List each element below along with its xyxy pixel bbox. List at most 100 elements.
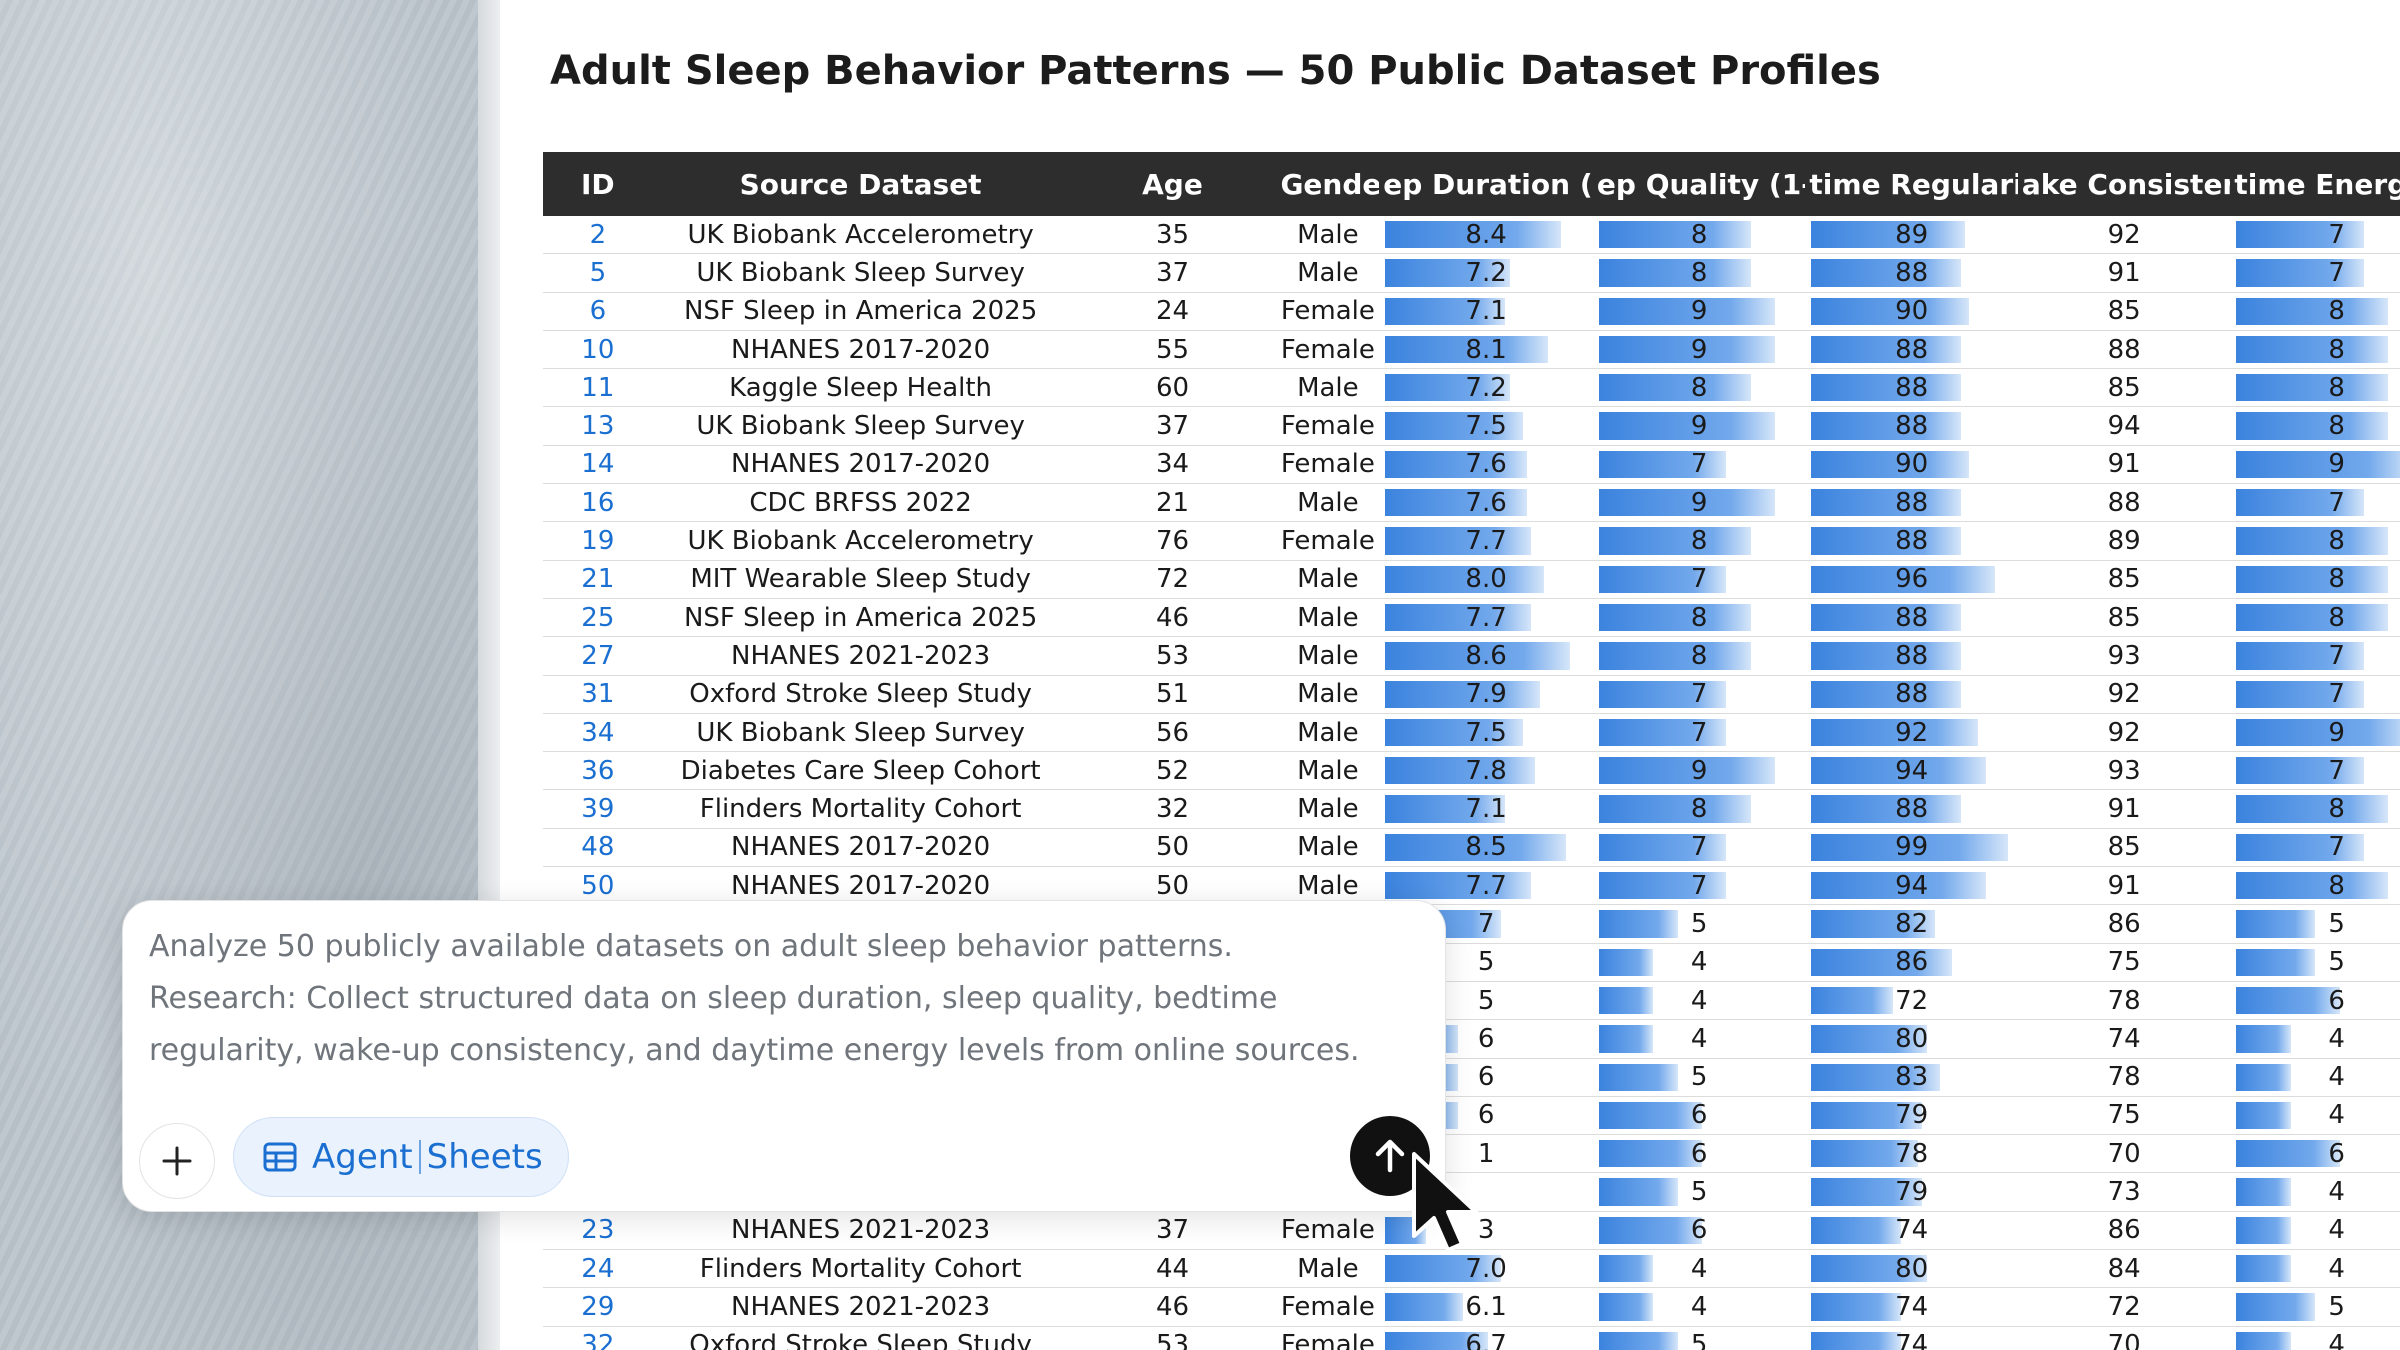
cell-source[interactable]: Flinders Mortality Cohort [652, 789, 1069, 829]
cell-regularity[interactable]: 79 [1805, 1096, 2018, 1136]
cell-regularity[interactable]: 79 [1805, 1172, 2018, 1212]
cell-quality[interactable]: 5 [1592, 1172, 1806, 1212]
cell-source[interactable]: UK Biobank Accelerometry [652, 216, 1069, 255]
cell-duration[interactable]: 7.2 [1379, 368, 1593, 408]
cell-source[interactable]: UK Biobank Sleep Survey [652, 253, 1069, 293]
cell-source[interactable]: UK Biobank Accelerometry [652, 521, 1069, 561]
cell-quality[interactable]: 8 [1592, 789, 1806, 829]
cell-energy[interactable]: 4 [2230, 1211, 2400, 1251]
cell-quality[interactable]: 8 [1592, 368, 1806, 408]
cell-gender[interactable]: Female [1276, 1326, 1380, 1350]
cell-regularity[interactable]: 88 [1805, 636, 2018, 676]
cell-age[interactable]: 46 [1068, 1287, 1277, 1327]
cell-consistency[interactable]: 93 [2017, 751, 2231, 791]
cell-consistency[interactable]: 91 [2017, 253, 2231, 293]
cell-energy[interactable]: 7 [2230, 828, 2400, 868]
cell-consistency[interactable]: 92 [2017, 216, 2231, 255]
table-row[interactable]: 2 UK Biobank Accelerometry 35 Male 8.4 8 89 92 7 [543, 216, 2400, 255]
cell-quality[interactable]: 8 [1592, 598, 1806, 638]
cell-duration[interactable]: 7.9 [1379, 675, 1593, 714]
cell-duration[interactable]: 7.7 [1379, 521, 1593, 561]
column-header-id[interactable]: ID [543, 152, 653, 216]
cell-energy[interactable]: 8 [2230, 866, 2400, 906]
cell-quality[interactable]: 9 [1592, 406, 1806, 446]
cell-id[interactable]: 6 [543, 292, 653, 331]
cell-quality[interactable]: 9 [1592, 292, 1806, 331]
cell-regularity[interactable]: 94 [1805, 866, 2018, 906]
cell-consistency[interactable]: 88 [2017, 330, 2231, 370]
cell-consistency[interactable]: 75 [2017, 943, 2231, 982]
cell-age[interactable]: 56 [1068, 713, 1277, 753]
cell-quality[interactable]: 4 [1592, 1287, 1806, 1327]
cell-source[interactable]: NHANES 2017-2020 [652, 828, 1069, 868]
cell-energy[interactable]: 8 [2230, 521, 2400, 561]
column-header-gender[interactable]: Gender [1276, 152, 1380, 216]
cell-consistency[interactable]: 85 [2017, 368, 2231, 408]
cell-regularity[interactable]: 90 [1805, 445, 2018, 485]
cell-quality[interactable]: 7 [1592, 675, 1806, 714]
cell-source[interactable]: NHANES 2017-2020 [652, 445, 1069, 485]
add-attachment-button[interactable] [139, 1123, 215, 1199]
cell-energy[interactable]: 8 [2230, 368, 2400, 408]
cell-gender[interactable]: Male [1276, 216, 1380, 255]
cell-consistency[interactable]: 74 [2017, 1019, 2231, 1059]
cell-energy[interactable]: 5 [2230, 904, 2400, 944]
cell-id[interactable]: 16 [543, 483, 653, 523]
cell-gender[interactable]: Male [1276, 253, 1380, 293]
cell-quality[interactable]: 4 [1592, 943, 1806, 982]
cell-id[interactable]: 5 [543, 253, 653, 293]
cell-age[interactable]: 60 [1068, 368, 1277, 408]
cell-energy[interactable]: 6 [2230, 981, 2400, 1021]
cell-gender[interactable]: Male [1276, 636, 1380, 676]
table-row[interactable]: 50 NHANES 2017-2020 50 Male 7.7 7 94 91 8 [543, 866, 2400, 906]
column-header-consistency[interactable]: ake Consistency (S [2017, 152, 2231, 216]
cell-id[interactable]: 50 [543, 866, 653, 906]
cell-duration[interactable]: 7.0 [1379, 1249, 1593, 1289]
cell-regularity[interactable]: 78 [1805, 1134, 2018, 1174]
cell-duration[interactable]: 7.6 [1379, 483, 1593, 523]
cell-age[interactable]: 53 [1068, 636, 1277, 676]
cell-regularity[interactable]: 88 [1805, 253, 2018, 293]
cell-regularity[interactable]: 74 [1805, 1211, 2018, 1251]
cell-gender[interactable]: Male [1276, 866, 1380, 906]
cell-duration[interactable]: 8.1 [1379, 330, 1593, 370]
table-row[interactable]: 31 Oxford Stroke Sleep Study 51 Male 7.9 7 88 9… [543, 675, 2400, 714]
cell-quality[interactable]: 4 [1592, 981, 1806, 1021]
cell-quality[interactable]: 5 [1592, 1058, 1806, 1097]
cell-consistency[interactable]: 85 [2017, 292, 2231, 331]
cell-age[interactable]: 52 [1068, 751, 1277, 791]
cell-age[interactable]: 76 [1068, 521, 1277, 561]
cell-age[interactable]: 53 [1068, 1326, 1277, 1350]
cell-id[interactable]: 21 [543, 560, 653, 599]
cell-energy[interactable]: 4 [2230, 1096, 2400, 1136]
cell-duration[interactable]: 7.5 [1379, 406, 1593, 446]
cell-duration[interactable]: 7.8 [1379, 751, 1593, 791]
cell-energy[interactable]: 8 [2230, 330, 2400, 370]
cell-regularity[interactable]: 88 [1805, 789, 2018, 829]
cell-age[interactable]: 34 [1068, 445, 1277, 485]
cell-age[interactable]: 72 [1068, 560, 1277, 599]
cell-consistency[interactable]: 85 [2017, 828, 2231, 868]
cell-age[interactable]: 37 [1068, 253, 1277, 293]
cell-energy[interactable]: 9 [2230, 713, 2400, 753]
cell-quality[interactable]: 7 [1592, 445, 1806, 485]
cell-regularity[interactable]: 88 [1805, 598, 2018, 638]
cell-duration[interactable]: 7.2 [1379, 253, 1593, 293]
cell-consistency[interactable]: 93 [2017, 636, 2231, 676]
cell-energy[interactable]: 7 [2230, 636, 2400, 676]
cell-gender[interactable]: Female [1276, 406, 1380, 446]
cell-consistency[interactable]: 78 [2017, 981, 2231, 1021]
agent-sheets-chip[interactable]: Agent Sheets [233, 1117, 569, 1197]
cell-gender[interactable]: Male [1276, 675, 1380, 714]
cell-source[interactable]: Oxford Stroke Sleep Study [652, 1326, 1069, 1350]
cell-gender[interactable]: Female [1276, 292, 1380, 331]
cell-quality[interactable]: 6 [1592, 1211, 1806, 1251]
cell-duration[interactable]: 7.7 [1379, 598, 1593, 638]
cell-source[interactable]: Kaggle Sleep Health [652, 368, 1069, 408]
cell-duration[interactable]: 7.1 [1379, 292, 1593, 331]
cell-gender[interactable]: Female [1276, 445, 1380, 485]
cell-energy[interactable]: 8 [2230, 598, 2400, 638]
cell-id[interactable]: 10 [543, 330, 653, 370]
cell-consistency[interactable]: 92 [2017, 713, 2231, 753]
cell-id[interactable]: 23 [543, 1211, 653, 1251]
